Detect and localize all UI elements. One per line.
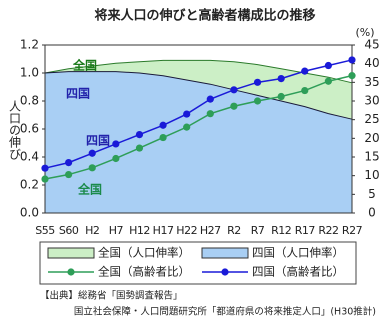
y2-tick-label: 10 [364, 168, 379, 182]
legend-box [39, 241, 357, 285]
marker [135, 144, 144, 152]
marker [65, 170, 73, 179]
marker [206, 95, 214, 103]
y2-tick-label: 5 [368, 187, 376, 201]
legend-label: 四国（高齢者比） [252, 265, 344, 279]
y-tick-label: 0.4 [20, 150, 39, 164]
marker [112, 154, 120, 163]
x-tick-label: H17 [153, 224, 174, 237]
marker [183, 110, 191, 118]
y-axis-label: 人口の伸び [8, 100, 22, 160]
annotation: 四国 [86, 134, 110, 148]
marker [183, 123, 191, 131]
marker [88, 164, 96, 172]
annotation: 四国 [66, 87, 90, 101]
legend-marker [221, 268, 229, 276]
x-tick-label: H2 [85, 224, 99, 237]
marker [348, 56, 356, 64]
x-tick-label: S60 [59, 224, 79, 237]
legend-swatch [47, 247, 95, 259]
x-tick-label: R7 [251, 224, 265, 237]
source: 国立社会保障・人口問題研究所「都道府県の将来推定人口」(H30推計) [74, 306, 376, 318]
marker [230, 86, 238, 94]
marker [253, 97, 262, 105]
x-tick-label: R12 [271, 224, 291, 237]
y2-tick-label: 0 [368, 206, 376, 220]
area-edge [44, 71, 353, 120]
marker [41, 164, 49, 172]
marker [230, 102, 238, 110]
marker [88, 149, 96, 157]
x-tick-label: R22 [318, 224, 338, 237]
legend-swatch [201, 247, 249, 259]
x-tick-label: S55 [35, 224, 55, 237]
x-tick-label: R27 [342, 224, 363, 237]
marker [41, 175, 49, 183]
y2-tick-label: 45 [364, 38, 379, 52]
line [44, 59, 353, 169]
y2-tick-label: 20 [364, 131, 379, 145]
marker [112, 140, 120, 148]
legend-label: 全国（高齢者比） [98, 265, 190, 279]
y-tick-label: 0.2 [20, 178, 39, 192]
marker [277, 92, 285, 101]
x-tick-label: R2 [227, 224, 241, 237]
y2-tick-label: 15 [364, 150, 379, 164]
marker [324, 61, 332, 70]
marker [159, 121, 167, 129]
marker [159, 133, 167, 142]
x-tick-label: H7 [109, 224, 124, 237]
y2-axis-label: (%) [355, 26, 374, 39]
legend-label: 全国（人口伸率） [98, 246, 190, 260]
legend-marker [67, 268, 75, 276]
annotation: 全国 [72, 58, 97, 73]
marker [135, 131, 144, 139]
line [44, 74, 353, 180]
source: 【出典】総務省「国勢調査報告」 [40, 290, 183, 302]
marker [206, 110, 214, 118]
y2-tick-label: 25 [364, 112, 379, 126]
y2-tick-label: 40 [364, 56, 379, 70]
legend-label: 四国（人口伸率） [252, 246, 344, 260]
marker [324, 77, 332, 85]
marker [253, 78, 262, 86]
x-tick-label: H22 [176, 224, 197, 237]
area [45, 71, 352, 213]
y-tick-label: 0.0 [20, 206, 39, 220]
x-tick-label: H27 [200, 224, 221, 237]
y2-tick-label: 35 [364, 75, 379, 89]
y-tick-label: 0.8 [20, 94, 39, 108]
y-tick-label: 0.6 [20, 122, 39, 136]
annotation: 全国 [77, 182, 102, 197]
y2-tick-label: 30 [364, 94, 379, 108]
x-tick-label: R17 [295, 224, 316, 237]
y-tick-label: 1.0 [20, 66, 39, 80]
marker [301, 86, 309, 95]
x-tick-label: H12 [129, 224, 150, 237]
marker [277, 75, 285, 83]
marker [65, 159, 73, 167]
y-tick-label: 1.2 [20, 38, 39, 52]
chart-title: 将来人口の伸びと高齢者構成比の推移 [94, 8, 315, 24]
marker [348, 72, 356, 80]
marker [301, 67, 309, 75]
